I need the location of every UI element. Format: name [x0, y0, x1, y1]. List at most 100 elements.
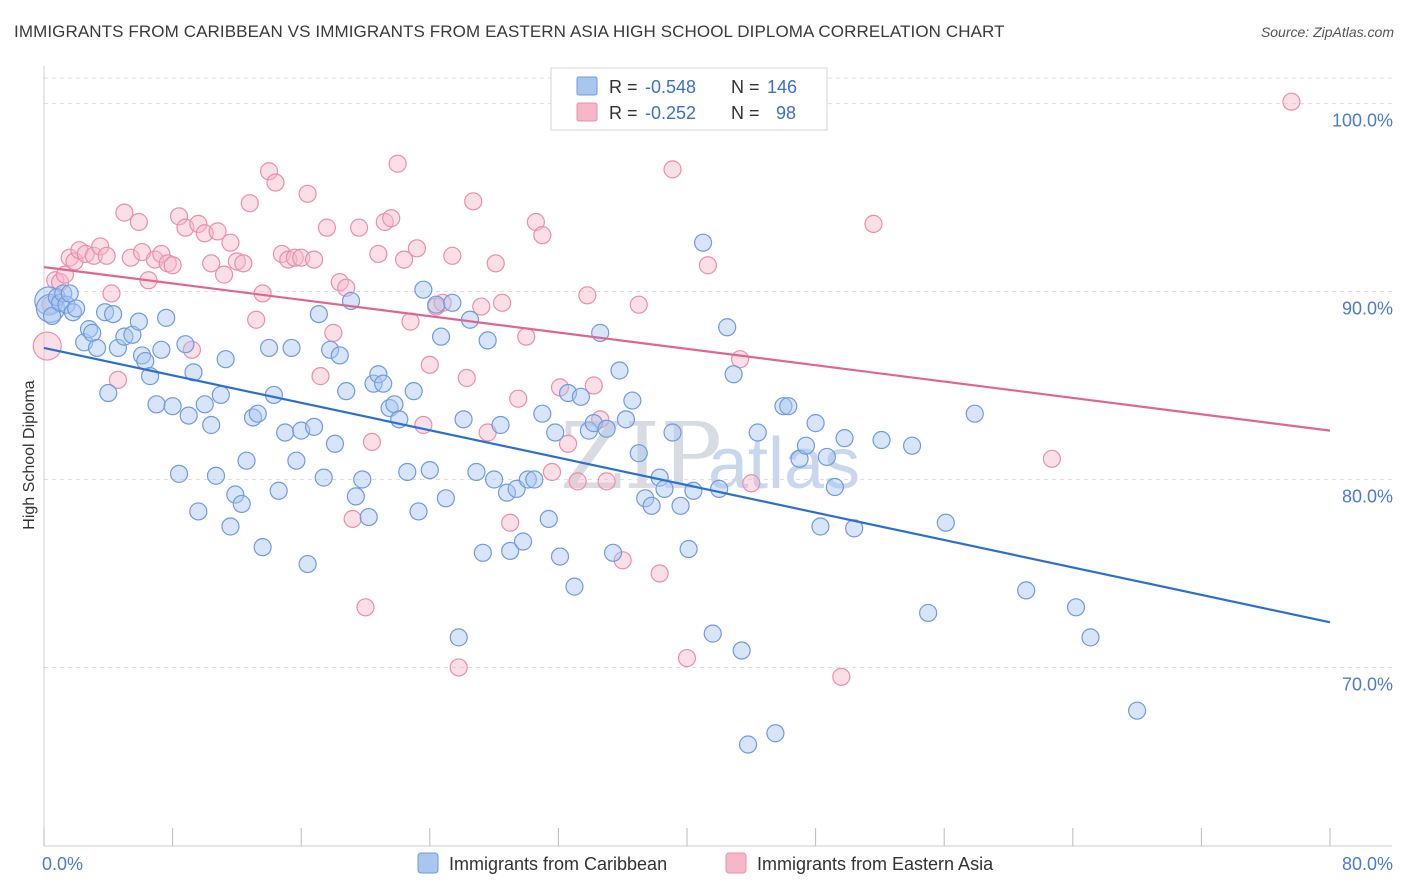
- eastern-asia-point: [32, 331, 62, 361]
- caribbean-point: [83, 323, 102, 342]
- caribbean-point: [364, 374, 383, 393]
- caribbean-point: [232, 494, 251, 514]
- caribbean-point: [269, 481, 288, 500]
- eastern-asia-point: [486, 254, 505, 273]
- legend-swatch-eastern-asia: [576, 102, 598, 122]
- caribbean-point: [663, 423, 682, 442]
- eastern-asia-point: [285, 248, 304, 267]
- caribbean-point: [409, 502, 428, 521]
- caribbean-point: [513, 532, 533, 551]
- caribbean-point: [693, 233, 713, 252]
- legend-n-value-1: 146: [767, 77, 797, 97]
- caribbean-point: [216, 350, 235, 369]
- caribbean-point: [443, 293, 462, 312]
- watermark-atlas: atlas: [708, 424, 860, 504]
- caribbean-point: [202, 415, 221, 435]
- caribbean-point: [169, 464, 189, 483]
- caribbean-point: [533, 404, 552, 423]
- eastern-asia-point: [650, 564, 669, 583]
- caribbean-point: [571, 387, 591, 406]
- caribbean-point: [259, 338, 279, 358]
- eastern-asia-point: [457, 368, 476, 388]
- caribbean-point: [655, 479, 674, 498]
- eastern-asia-point: [613, 551, 632, 570]
- eastern-asia-point: [234, 254, 253, 273]
- caribbean-point: [603, 543, 623, 562]
- legend-r-label-1: R =: [609, 77, 638, 97]
- eastern-asia-point: [311, 367, 330, 386]
- eastern-asia-point: [163, 256, 182, 275]
- eastern-asia-point: [324, 323, 343, 342]
- y-axis-label: High School Diploma: [21, 380, 38, 530]
- x-tick-labels: 0.0% 80.0%: [42, 854, 1393, 874]
- caribbean-point: [710, 479, 729, 498]
- caribbean-point: [597, 419, 616, 438]
- caribbean-point: [163, 397, 182, 416]
- eastern-asia-point: [443, 246, 462, 265]
- eastern-asia-point: [208, 222, 227, 241]
- legend-swatch-caribbean: [576, 76, 598, 96]
- eastern-asia-point: [304, 250, 324, 269]
- caribbean-point: [129, 312, 148, 331]
- eastern-asia-point: [464, 192, 483, 211]
- y-tick-label-70: 70.0%: [1342, 674, 1393, 694]
- eastern-asia-point: [394, 250, 414, 269]
- caribbean-point: [325, 434, 345, 453]
- caribbean-point: [738, 735, 758, 754]
- eastern-asia-point: [202, 254, 221, 273]
- caribbean-point: [385, 395, 404, 414]
- caribbean-point: [454, 410, 473, 429]
- series-legend: Immigrants from Caribbean Immigrants fro…: [417, 852, 994, 874]
- eastern-asia-point: [472, 297, 491, 316]
- caribbean-point: [766, 724, 785, 743]
- caribbean-point: [724, 365, 743, 384]
- caribbean-point: [404, 382, 423, 401]
- eastern-asia-point: [509, 389, 528, 408]
- caribbean-point: [1066, 598, 1086, 617]
- caribbean-point: [298, 554, 317, 574]
- caribbean-point: [485, 470, 504, 489]
- eastern-asia-point: [259, 162, 279, 181]
- eastern-asia-point: [597, 472, 616, 491]
- eastern-asia-point: [533, 226, 552, 245]
- eastern-asia-point: [214, 265, 234, 284]
- legend-r-value-2: -0.252: [645, 103, 696, 123]
- eastern-asia-point: [1282, 92, 1301, 111]
- caribbean-point: [546, 423, 565, 442]
- caribbean-point: [1127, 701, 1147, 720]
- eastern-asia-point: [152, 244, 171, 264]
- series-caribbean-points: [34, 233, 1147, 754]
- caribbean-point: [497, 483, 517, 502]
- x-tick-label-min: 0.0%: [42, 854, 83, 874]
- caribbean-point: [189, 502, 208, 521]
- caribbean-point: [748, 423, 767, 442]
- eastern-asia-point: [247, 310, 266, 329]
- y-tick-label-90: 90.0%: [1342, 299, 1393, 319]
- caribbean-point: [253, 538, 272, 557]
- caribbean-point: [427, 295, 446, 314]
- caribbean-point: [337, 382, 356, 401]
- caribbean-point: [629, 444, 648, 463]
- caribbean-point: [902, 436, 922, 455]
- eastern-asia-point: [388, 154, 407, 173]
- caribbean-point: [436, 489, 455, 508]
- eastern-asia-point: [677, 648, 697, 668]
- caribbean-point: [623, 391, 642, 410]
- caribbean-point: [478, 331, 497, 350]
- caribbean-point: [796, 436, 816, 455]
- caribbean-point: [282, 338, 301, 358]
- eastern-asia-point: [493, 293, 512, 312]
- caribbean-point: [346, 487, 365, 506]
- eastern-asia-point: [362, 432, 382, 452]
- caribbean-point: [136, 351, 155, 371]
- caribbean-point: [287, 451, 306, 470]
- eastern-asia-point: [433, 293, 452, 312]
- y-tick-labels: 70.0% 80.0% 90.0% 100.0%: [1332, 111, 1393, 695]
- eastern-asia-point: [401, 312, 420, 331]
- grid-lines: [44, 77, 1392, 668]
- caribbean-point: [60, 284, 79, 303]
- caribbean-point: [718, 318, 737, 337]
- caribbean-point: [610, 361, 629, 380]
- caribbean-point: [1081, 628, 1100, 647]
- caribbean-point: [414, 280, 433, 299]
